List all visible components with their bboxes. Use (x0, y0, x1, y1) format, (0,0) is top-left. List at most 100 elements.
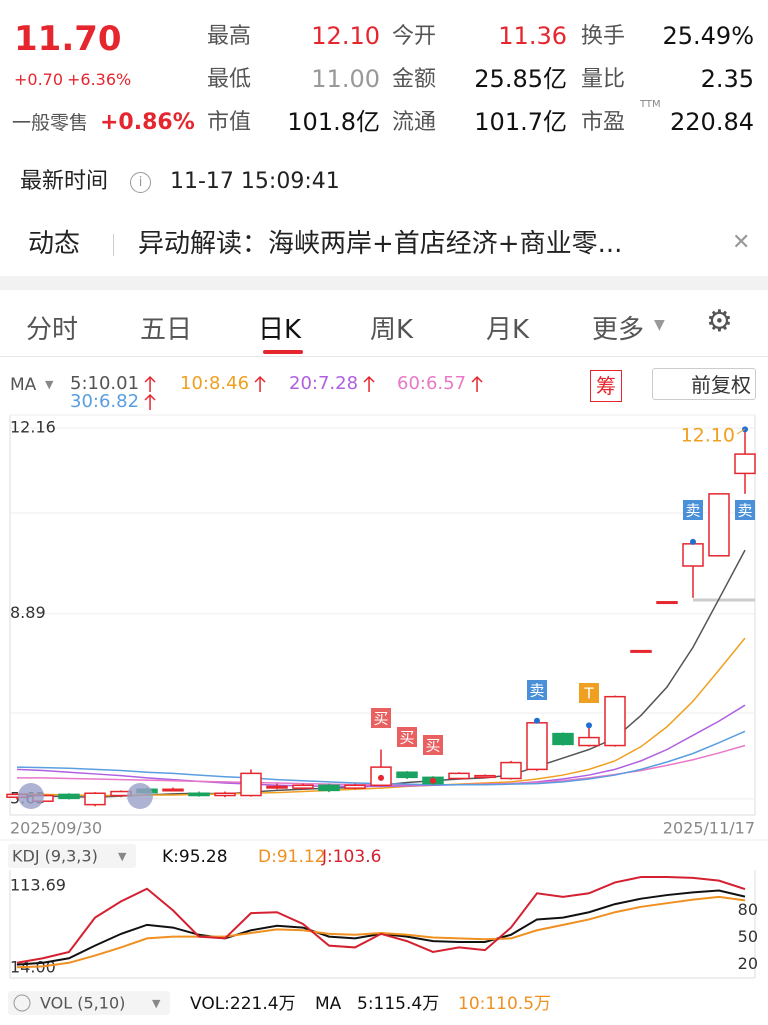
candle-body (58, 793, 80, 800)
field-label: 换手 (581, 24, 626, 49)
candle-body (474, 774, 496, 779)
kdj-legend: K:95.28 (162, 847, 228, 867)
field-label: 量比 (581, 67, 626, 92)
info-icon (13, 994, 31, 1012)
vol-legend: 5:115.4万 (357, 994, 439, 1014)
up-arrow (144, 375, 156, 392)
field-label: 最低 (207, 67, 252, 92)
signal: T (583, 685, 594, 703)
tab[interactable]: 五日 (140, 315, 193, 345)
close-icon[interactable]: ✕ (732, 230, 751, 255)
signal-bg (527, 680, 547, 700)
signal-bg (735, 500, 755, 520)
signal-bg (397, 727, 417, 747)
field-value: 11.00 (311, 65, 380, 93)
dot (378, 774, 384, 781)
field-value: 11.36 (498, 22, 567, 50)
nav-icon (18, 783, 44, 809)
kdj-label: KDJ (9,3,3) (12, 847, 98, 866)
candle-body (526, 722, 548, 771)
info-icon[interactable]: i (130, 172, 151, 193)
candle-body (84, 792, 106, 806)
y-tick-label: 12.16 (10, 417, 56, 436)
candle-body (448, 772, 470, 780)
tab[interactable]: 更多 (592, 315, 645, 345)
news-text[interactable]: 异动解读：海峡两岸+首店经济+商业零... (138, 229, 623, 259)
up-arrow (363, 375, 375, 392)
vol-box (8, 991, 170, 1015)
adjust-button[interactable]: 前复权 (652, 368, 756, 400)
kdj-legend: J:103.6 (321, 847, 381, 867)
vol-legend: VOL:221.4万 (190, 994, 296, 1014)
field-label: 流通 (392, 110, 437, 135)
signal: 买 (399, 729, 414, 747)
field-value: 101.8亿 (287, 108, 380, 136)
gap (0, 276, 768, 290)
field-value: 101.7亿 (474, 108, 567, 136)
field-value: 25.85亿 (474, 65, 567, 93)
kdj-box (8, 844, 136, 868)
up-arrow (254, 375, 266, 392)
signal-bg (423, 735, 443, 755)
field-value: 12.10 (311, 22, 380, 50)
kdj-line (16, 889, 746, 966)
field-label: 金额 (392, 67, 437, 92)
vol-label: VOL (5,10) (40, 994, 125, 1013)
up-arrow (471, 375, 483, 392)
price: 11.70 (14, 19, 122, 59)
x-date: 2025/09/30 (10, 819, 102, 838)
candle-body (318, 784, 340, 792)
y-tick-label: 80 (738, 900, 758, 919)
field-value: 25.49% (662, 22, 754, 50)
x-date: 2025/11/17 (663, 819, 755, 838)
signal: 买 (425, 737, 440, 755)
candle-body (292, 784, 314, 789)
tab[interactable]: 周K (370, 315, 414, 345)
signal: 卖 (529, 682, 544, 700)
field-value: 2.35 (700, 65, 754, 93)
signal-bg (683, 500, 703, 520)
signal: 卖 (737, 502, 752, 520)
tab-active[interactable]: 日K (258, 315, 302, 345)
candle-body (656, 601, 678, 605)
field-label: 最高 (207, 24, 252, 49)
candle-body (344, 784, 366, 789)
candle-body (552, 732, 574, 746)
settings-icon[interactable]: ⚙ (706, 304, 733, 339)
candle-body (708, 493, 730, 557)
field-value: 220.84 (670, 108, 754, 136)
dropdown: ▼ (118, 850, 127, 863)
ma-legend: 5:10.01 (70, 373, 139, 394)
dropdown: ▼ (45, 378, 54, 391)
kdj-line (16, 876, 746, 964)
ma-line (16, 704, 746, 788)
candle-body (604, 695, 626, 747)
vol-legend: MA (315, 994, 342, 1014)
ma-legend: 10:8.46 (180, 373, 249, 394)
candle-body (396, 771, 418, 779)
candle-body (734, 453, 756, 475)
sector-pct: +0.86% (100, 110, 195, 135)
signal-bg (579, 683, 599, 703)
ma-legend: 60:6.57 (397, 373, 466, 394)
field-label: 市盈 (581, 110, 626, 135)
tab[interactable]: 月K (486, 315, 530, 345)
candle-body (214, 792, 236, 797)
candle-body (240, 772, 262, 797)
chip-button[interactable]: 筹 (590, 370, 622, 402)
ma-legend: 20:7.28 (289, 373, 358, 394)
tab[interactable]: 分时 (26, 315, 79, 345)
high-pointer (736, 428, 746, 435)
change: +0.70 (14, 70, 64, 89)
y-tick-label: 20 (738, 954, 758, 973)
pct: +6.36% (67, 70, 132, 89)
field-label: 市值 (207, 110, 252, 135)
ttm: TTM (640, 99, 661, 110)
nav-icon (127, 783, 153, 809)
y-tick-label: 113.69 (10, 876, 66, 895)
dot (430, 777, 436, 784)
signal: 买 (373, 710, 388, 728)
news-tag[interactable]: 动态 (28, 229, 81, 259)
